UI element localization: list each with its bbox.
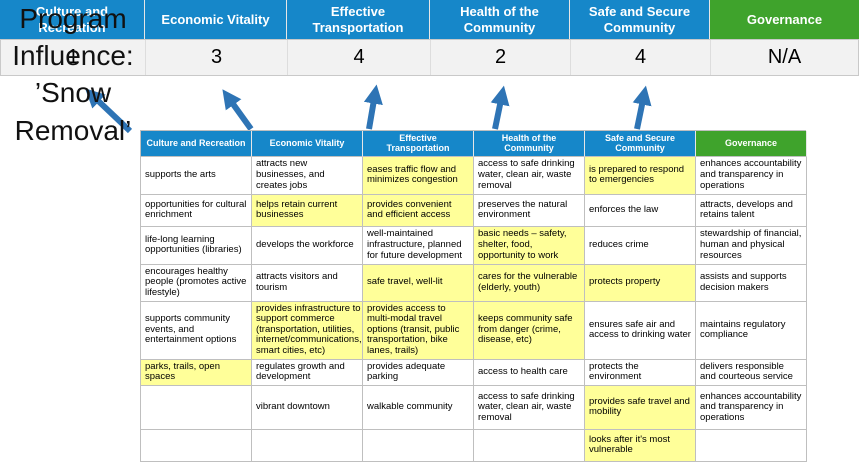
table-cell: provides access to multi-modal travel op…: [363, 301, 474, 360]
table-cell: basic needs – safety, shelter, food, opp…: [474, 226, 585, 265]
table-cell: [696, 429, 807, 462]
score-row: 1 3 4 2 4 N/A: [0, 39, 859, 76]
up-arrow-icon: [490, 85, 510, 130]
table-cell: access to safe drinking water, clean air…: [474, 385, 585, 430]
table-row: looks after it's most vulnerable: [141, 429, 807, 462]
pillar-header-economic-vitality: Economic Vitality: [145, 0, 287, 39]
table-cell: stewardship of financial, human and phys…: [696, 226, 807, 265]
pillar-header-culture-recreation: Culture and Recreation: [0, 0, 145, 39]
table-row: vibrant downtown walkable community access…: [141, 385, 807, 430]
table-cell: supports community events, and entertain…: [141, 301, 252, 360]
table-cell: safe travel, well-lit: [363, 264, 474, 302]
table-cell: reduces crime: [585, 226, 696, 265]
pillar-header-health-community: Health of the Community: [430, 0, 570, 39]
table-cell: provides infrastructure to support comme…: [252, 301, 363, 360]
table-cell: keeps community safe from danger (crime,…: [474, 301, 585, 360]
table-cell: encourages healthy people (promotes acti…: [141, 264, 252, 302]
table-cell: enhances accountability and transparency…: [696, 156, 807, 195]
table-cell: provides safe travel and mobility: [585, 385, 696, 430]
table-cell: supports the arts: [141, 156, 252, 195]
table-col-header: Safe and Secure Community: [585, 131, 696, 157]
table-header-row: Culture and Recreation Economic Vitality E…: [141, 131, 807, 157]
table-cell: eases traffic flow and minimizes congest…: [363, 156, 474, 195]
score-effective-transportation: 4: [288, 40, 431, 75]
table-cell: [474, 429, 585, 462]
table-cell: [141, 385, 252, 430]
table-cell: [252, 429, 363, 462]
table-cell: maintains regulatory compliance: [696, 301, 807, 360]
table-cell: enhances accountability and transparency…: [696, 385, 807, 430]
up-arrow-icon: [222, 89, 254, 131]
table-cell: enforces the law: [585, 194, 696, 227]
score-governance: N/A: [767, 46, 802, 68]
pillar-header-effective-transportation: Effective Transportation: [287, 0, 430, 39]
table-row: supports community events, and entertain…: [141, 301, 807, 360]
table-row: opportunities for cultural enrichment hel…: [141, 194, 807, 227]
table-col-header: Economic Vitality: [252, 131, 363, 157]
program-title: Program Influence: ’Snow Removal’: [12, 3, 134, 146]
table-row: life-long learning opportunities (librar…: [141, 226, 807, 265]
table-cell: parks, trails, open spaces: [141, 359, 252, 386]
table-cell: protects the environment: [585, 359, 696, 386]
table-cell: cares for the vulnerable (elderly, youth…: [474, 264, 585, 302]
table-col-header: Culture and Recreation: [141, 131, 252, 157]
table-cell: attracts visitors and tourism: [252, 264, 363, 302]
table-cell: well-maintained infrastructure, planned …: [363, 226, 474, 265]
table-cell: delivers responsible and courteous servi…: [696, 359, 807, 386]
influence-table: Culture and Recreation Economic Vitality E…: [140, 130, 807, 462]
table-cell: opportunities for cultural enrichment: [141, 194, 252, 227]
table-cell: assists and supports decision makers: [696, 264, 807, 302]
table-cell: preserves the natural environment: [474, 194, 585, 227]
table-row: supports the arts attracts new businesses…: [141, 156, 807, 195]
table-row: parks, trails, open spaces regulates grow…: [141, 359, 807, 386]
table-cell: ensures safe air and access to drinking …: [585, 301, 696, 360]
score-economic-vitality: 3: [146, 40, 288, 75]
table-cell: walkable community: [363, 385, 474, 430]
table-cell: [141, 429, 252, 462]
table-cell: provides adequate parking: [363, 359, 474, 386]
table-cell: helps retain current businesses: [252, 194, 363, 227]
table-col-header: Governance: [696, 131, 807, 157]
pillar-header-row: Culture and Recreation Economic Vitality…: [0, 0, 859, 39]
table-cell: protects property: [585, 264, 696, 302]
table-cell: vibrant downtown: [252, 385, 363, 430]
table-cell: attracts new businesses, and creates job…: [252, 156, 363, 195]
table-cell: is prepared to respond to emergencies: [585, 156, 696, 195]
up-arrow-icon: [363, 84, 383, 130]
table-cell: access to health care: [474, 359, 585, 386]
table-cell: [363, 429, 474, 462]
score-culture-recreation: 1: [1, 40, 146, 75]
score-safe-secure-community: 4: [571, 40, 711, 75]
score-health-community: 2: [431, 40, 571, 75]
table-cell: develops the workforce: [252, 226, 363, 265]
table-cell: provides convenient and efficient access: [363, 194, 474, 227]
table-cell: life-long learning opportunities (librar…: [141, 226, 252, 265]
table-cell: looks after it's most vulnerable: [585, 429, 696, 462]
pillar-header-governance: Governance: [710, 0, 859, 39]
table-cell: access to safe drinking water, clean air…: [474, 156, 585, 195]
table-row: encourages healthy people (promotes acti…: [141, 264, 807, 302]
pillar-header-safe-secure-community: Safe and Secure Community: [570, 0, 710, 39]
table-col-header: Effective Transportation: [363, 131, 474, 157]
table-cell: attracts, develops and retains talent: [696, 194, 807, 227]
table-cell: regulates growth and development: [252, 359, 363, 386]
table-col-header: Health of the Community: [474, 131, 585, 157]
up-arrow-icon: [632, 85, 652, 130]
